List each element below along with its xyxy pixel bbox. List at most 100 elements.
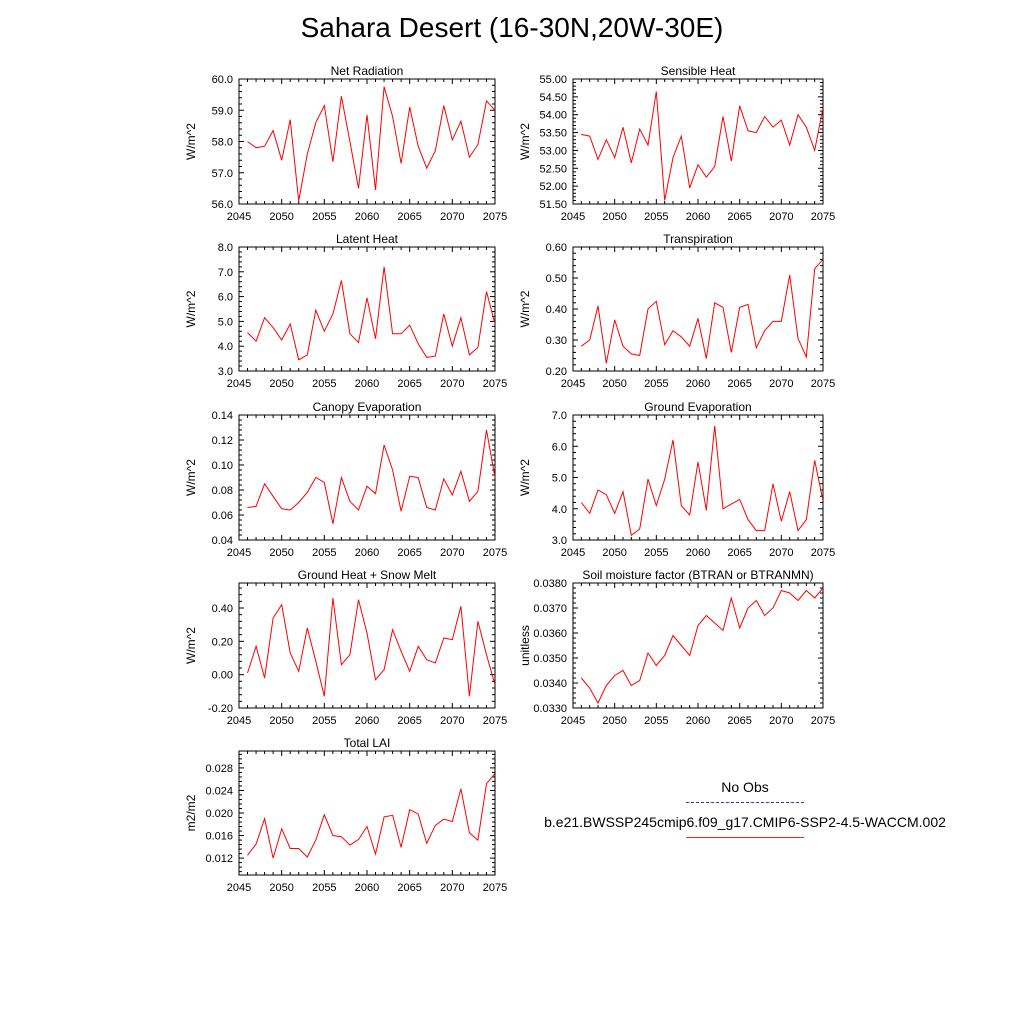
x-tick-label: 2055: [644, 378, 668, 390]
x-tick-label: 2050: [269, 211, 293, 223]
x-tick-label: 2075: [811, 715, 835, 727]
y-tick-label: 0.016: [205, 831, 233, 843]
main-title: Sahara Desert (16-30N,20W-30E): [300, 12, 724, 43]
plot-frame: [572, 78, 824, 205]
y-tick-label: 5.0: [552, 473, 567, 485]
chart-panel: Total LAI m2/m2 2045 2050 2055 2060 2065 2070 20…: [184, 736, 507, 894]
x-tick-label: 2075: [483, 378, 507, 390]
x-tick-label: 2070: [769, 211, 793, 223]
y-tick-label: 56.0: [212, 199, 233, 211]
y-tick-label: 0.60: [546, 242, 567, 254]
y-axis-label: W/m^2: [184, 627, 198, 664]
plot-frame: [238, 78, 496, 205]
chart-title: Latent Heat: [336, 232, 399, 246]
y-tick-label: 0.0350: [533, 653, 567, 665]
x-tick-label: 2065: [727, 547, 751, 559]
plot-frame: [238, 582, 496, 709]
x-tick-label: 2075: [811, 211, 835, 223]
x-tick-label: 2065: [727, 378, 751, 390]
x-tick-label: 2045: [227, 211, 251, 223]
y-tick-label: 3.0: [218, 366, 233, 378]
x-tick-label: 2070: [440, 211, 464, 223]
legend-model-label: b.e21.BWSSP245cmip6.f09_g17.CMIP6-SSP2-4…: [544, 814, 946, 830]
plot-frame: [572, 246, 824, 372]
y-tick-label: 3.0: [552, 535, 567, 547]
y-axis-label: W/m^2: [184, 123, 198, 160]
x-tick-label: 2070: [440, 378, 464, 390]
x-tick-label: 2065: [397, 378, 421, 390]
x-tick-label: 2060: [686, 378, 710, 390]
legend-model-line: [686, 837, 804, 838]
plot-frame: [238, 414, 496, 541]
y-tick-label: 0.0380: [533, 578, 567, 590]
chart-title: Ground Evaporation: [644, 400, 751, 414]
y-tick-label: 0.04: [212, 535, 233, 547]
x-tick-label: 2055: [312, 715, 336, 727]
y-axis-label: m2/m2: [184, 794, 198, 831]
y-axis-label: W/m^2: [518, 290, 532, 327]
y-tick-label: 52.50: [539, 163, 567, 175]
y-tick-label: 0.020: [205, 808, 233, 820]
y-axis-label: unitless: [518, 625, 532, 666]
legend-obs-label: No Obs: [721, 779, 769, 795]
y-tick-label: 0.20: [546, 366, 567, 378]
x-tick-label: 2045: [561, 715, 585, 727]
y-tick-label: 7.0: [218, 267, 233, 279]
y-tick-label: 0.0340: [533, 678, 567, 690]
series-line: [247, 773, 495, 859]
x-tick-label: 2060: [686, 211, 710, 223]
y-tick-label: 0.40: [212, 603, 233, 615]
x-tick-label: 2050: [602, 378, 626, 390]
y-tick-label: 53.00: [539, 145, 567, 157]
x-tick-label: 2075: [483, 547, 507, 559]
series-line: [581, 91, 823, 201]
series-line: [247, 429, 495, 524]
series-line: [247, 597, 495, 697]
x-tick-label: 2045: [561, 547, 585, 559]
x-tick-label: 2060: [355, 211, 379, 223]
y-tick-label: 0.08: [212, 485, 233, 497]
legend: No Obs b.e21.BWSSP245cmip6.f09_g17.CMIP6…: [500, 778, 990, 848]
chart-title: Soil moisture factor (BTRAN or BTRANMN): [582, 568, 813, 582]
y-tick-label: 0.024: [205, 785, 233, 797]
chart-title: Total LAI: [344, 736, 391, 750]
y-tick-label: 0.20: [212, 636, 233, 648]
x-tick-label: 2060: [355, 378, 379, 390]
series-line: [247, 266, 495, 361]
x-tick-label: 2075: [811, 378, 835, 390]
y-tick-label: -0.20: [208, 703, 233, 715]
plot-frame: [572, 414, 824, 541]
chart-panel: Latent Heat W/m^2 2045 2050 2055 2060 2065 2070…: [184, 232, 507, 390]
x-tick-label: 2055: [312, 378, 336, 390]
y-tick-label: 0.0370: [533, 603, 567, 615]
x-tick-label: 2055: [312, 882, 336, 894]
chart-title: Transpiration: [663, 232, 733, 246]
series-line: [581, 259, 823, 364]
legend-obs-line: [686, 802, 804, 803]
y-tick-label: 6.0: [218, 292, 233, 304]
x-tick-label: 2070: [440, 547, 464, 559]
x-tick-label: 2050: [269, 882, 293, 894]
chart-panel: Ground Evaporation W/m^2 2045 2050 2055 2060 2…: [518, 400, 835, 559]
x-tick-label: 2055: [644, 715, 668, 727]
y-tick-label: 8.0: [218, 242, 233, 254]
x-tick-label: 2045: [227, 882, 251, 894]
y-axis-label: W/m^2: [518, 459, 532, 496]
x-tick-label: 2070: [440, 882, 464, 894]
y-tick-label: 0.10: [212, 460, 233, 472]
x-tick-label: 2050: [602, 715, 626, 727]
x-tick-label: 2050: [269, 715, 293, 727]
x-tick-label: 2065: [727, 211, 751, 223]
y-tick-label: 0.12: [212, 435, 233, 447]
x-tick-label: 2070: [769, 547, 793, 559]
x-tick-label: 2060: [355, 715, 379, 727]
chart-panel: Ground Heat + Snow Melt W/m^2 2045 2050 2055…: [184, 568, 507, 727]
x-tick-label: 2065: [397, 547, 421, 559]
y-tick-label: 51.50: [539, 199, 567, 211]
x-tick-label: 2055: [644, 211, 668, 223]
y-tick-label: 0.00: [212, 670, 233, 682]
y-axis-label: W/m^2: [518, 123, 532, 160]
chart-panel: Soil moisture factor (BTRAN or BTRANMN) u…: [518, 568, 835, 727]
x-tick-label: 2065: [397, 211, 421, 223]
series-line: [580, 587, 823, 705]
